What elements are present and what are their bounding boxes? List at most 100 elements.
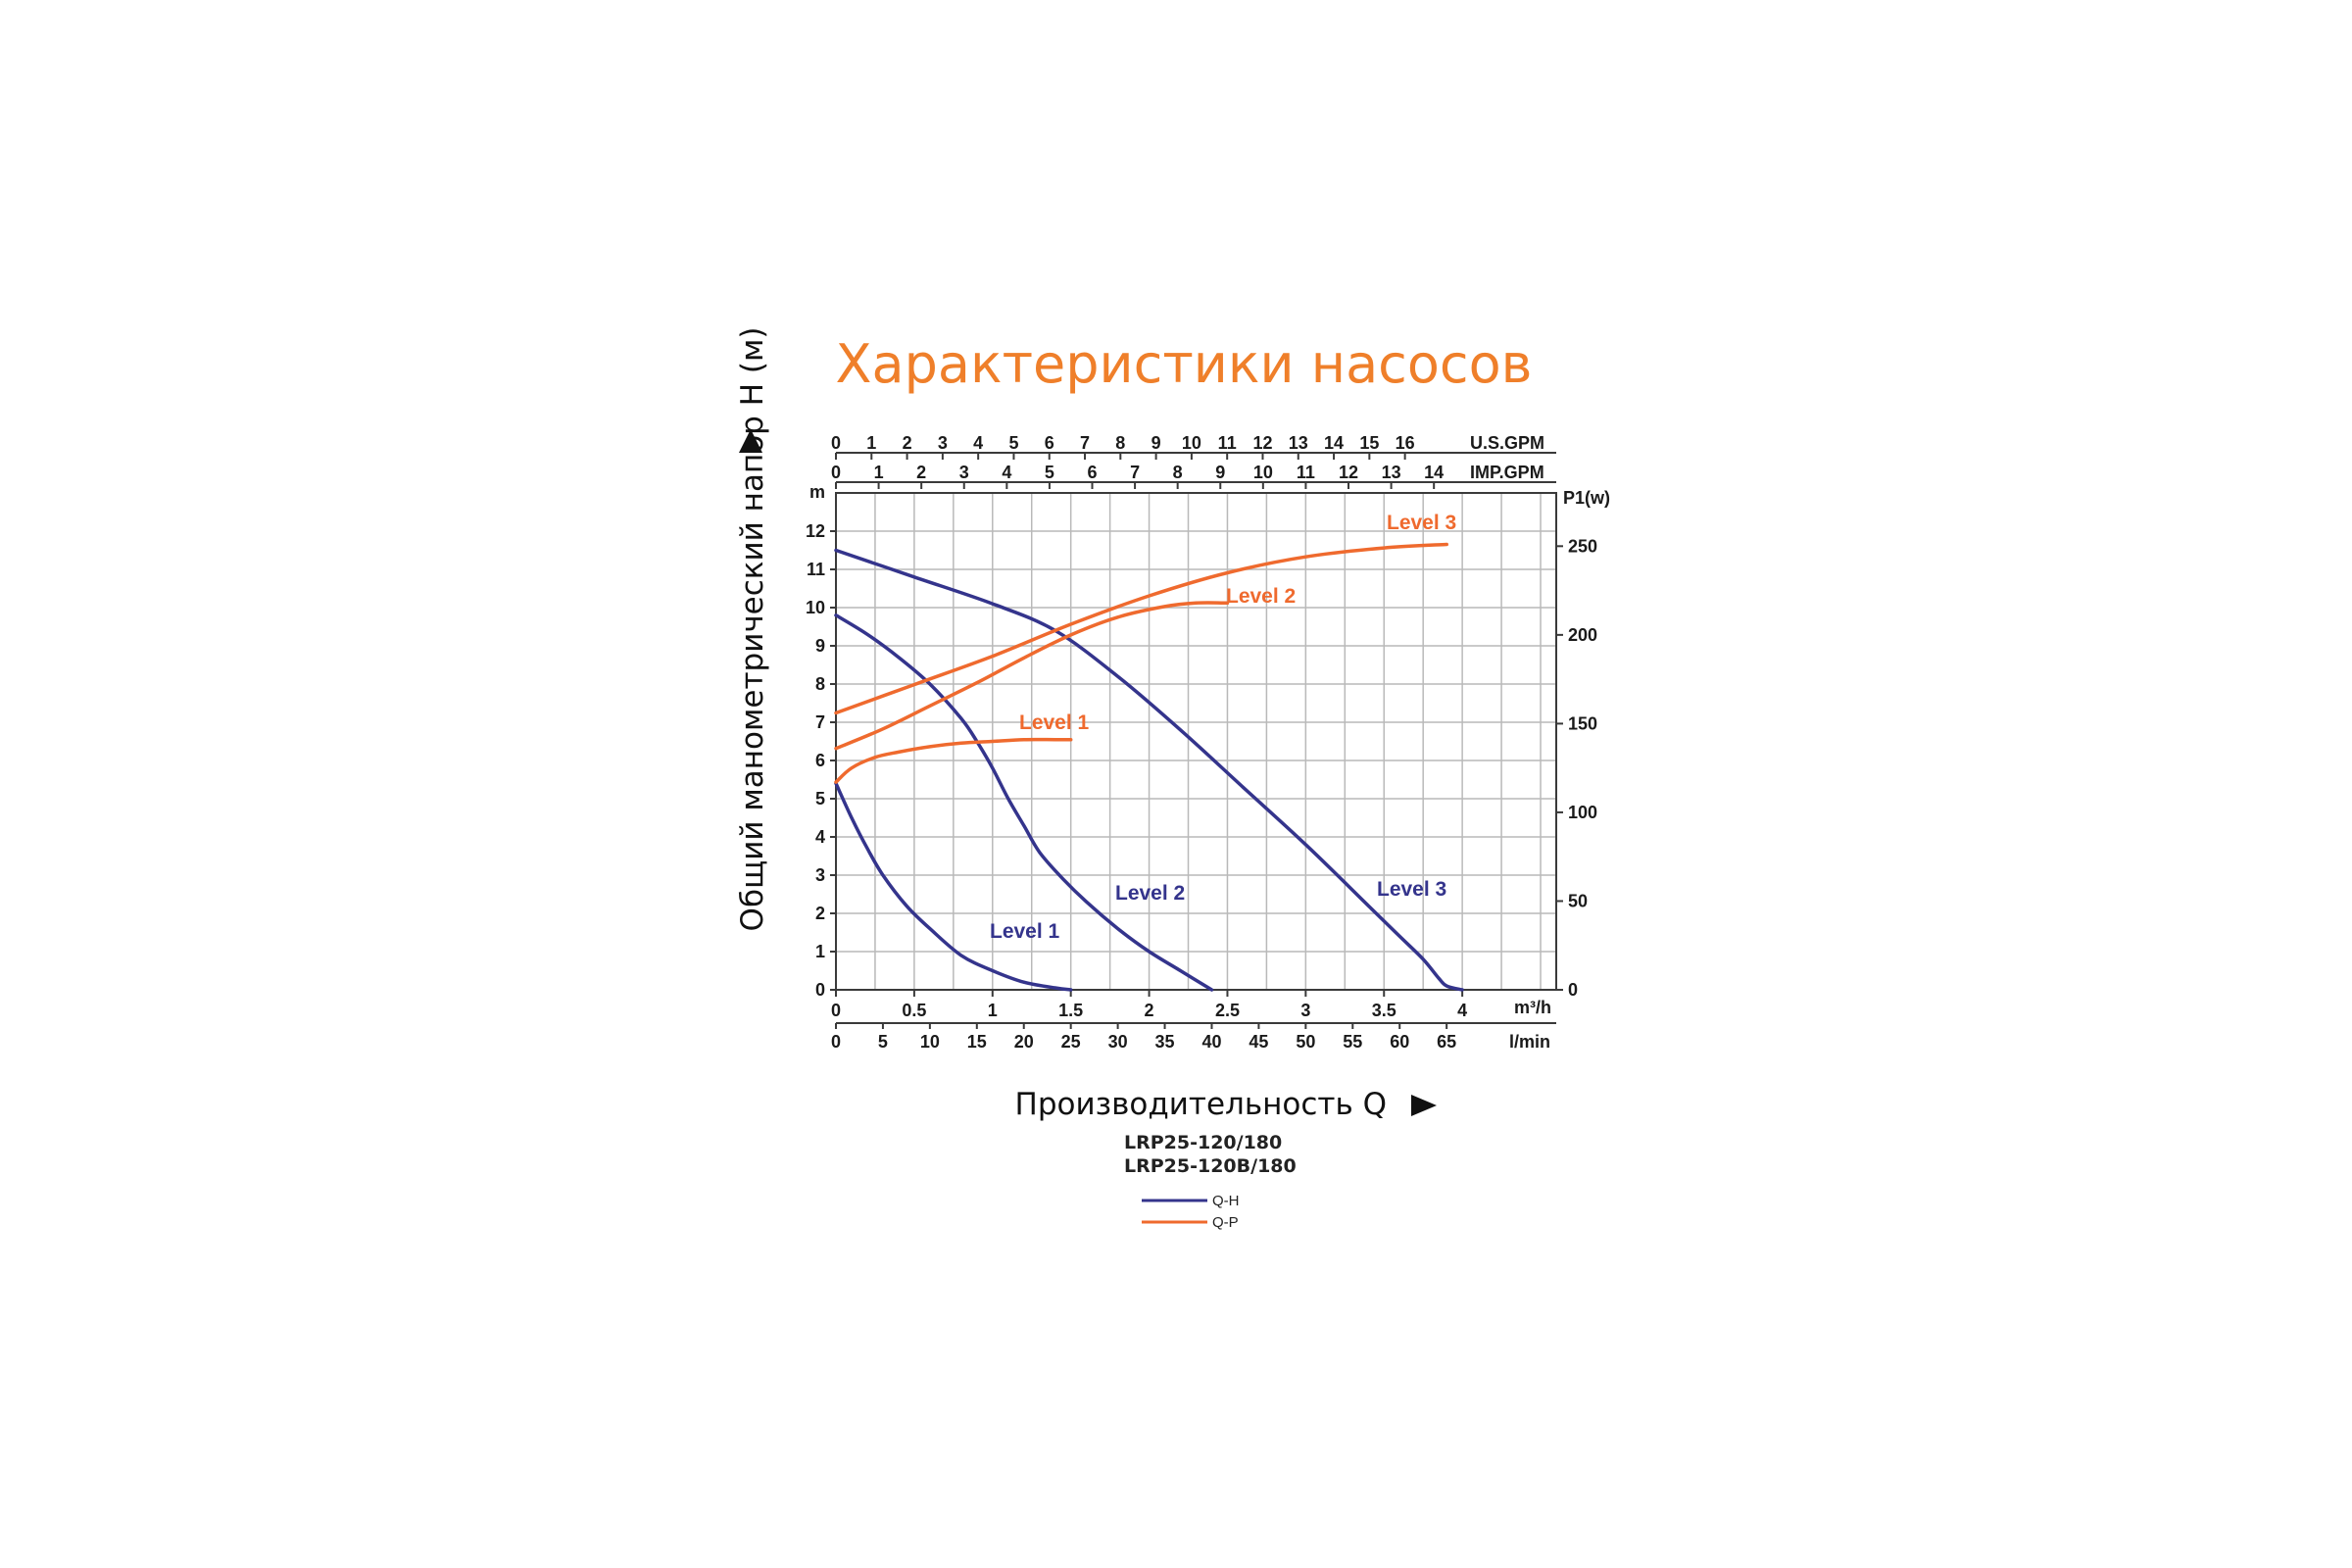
x-m3h-unit-label: m³/h: [1514, 998, 1551, 1017]
y-left-tick-label: 12: [806, 521, 825, 541]
x-m3h-tick-label: 3.5: [1372, 1001, 1396, 1020]
curve-q-h-level-1: [834, 781, 1073, 992]
x-lmin-tick-label: 30: [1108, 1032, 1128, 1052]
curve-labels: Level 1 Level 2 Level 3 Level 1 Level 2 Level…: [990, 512, 1456, 943]
x-lmin-tick-label: 15: [967, 1032, 987, 1052]
curve-label-q-p-level-1: Level 1: [1019, 711, 1090, 734]
y-left-unit-label: m: [809, 482, 825, 502]
x-impgpm-tick-label: 4: [1002, 463, 1011, 482]
y-left-tick-label: 9: [815, 636, 825, 656]
x-impgpm-tick-label: 8: [1173, 463, 1183, 482]
y-left-tick-label: 0: [815, 980, 825, 1000]
y-right-tick-label: 100: [1568, 803, 1597, 822]
curve-q-h-level-3: [834, 548, 1464, 992]
x-m3h-tick-label: 1.5: [1058, 1001, 1083, 1020]
x-m3h-tick-label: 2: [1145, 1001, 1154, 1020]
x-impgpm-tick-label: 1: [874, 463, 884, 482]
chart-curves: [834, 542, 1464, 992]
curve-q-p-level-3: [834, 542, 1448, 715]
x-usgpm-tick-label: 9: [1152, 433, 1161, 453]
x-usgpm-tick-label: 12: [1252, 433, 1272, 453]
y-right-tick-label: 250: [1568, 536, 1597, 556]
x-impgpm-unit-label: IMP.GPM: [1470, 463, 1544, 482]
x-usgpm-tick-label: 7: [1080, 433, 1090, 453]
x-lmin-tick-label: 20: [1014, 1032, 1034, 1052]
x-impgpm-tick-label: 6: [1087, 463, 1097, 482]
y-right-unit-label: P1(w): [1563, 488, 1610, 508]
x-usgpm-tick-label: 1: [866, 433, 876, 453]
y-left-tick-label: 2: [815, 904, 825, 923]
x-usgpm-tick-label: 13: [1289, 433, 1308, 453]
curve-q-p-level-2: [834, 601, 1230, 751]
chart-title: Характеристики насосов: [836, 333, 1533, 395]
model-name-2: LRP25-120B/180: [1124, 1155, 1297, 1177]
x-m3h-tick-label: 0: [831, 1001, 841, 1020]
chart-grid: [836, 493, 1556, 990]
x-impgpm-tick-label: 13: [1382, 463, 1401, 482]
x-lmin-tick-label: 55: [1343, 1032, 1362, 1052]
x-impgpm-tick-label: 0: [831, 463, 841, 482]
y-left-tick-label: 10: [806, 598, 825, 617]
curve-label-q-h-level-3: Level 3: [1377, 878, 1446, 901]
y-left-tick-label: 8: [815, 674, 825, 694]
x-impgpm-tick-label: 2: [916, 463, 926, 482]
x-axis-title: Производительность Q: [1015, 1087, 1387, 1122]
x-usgpm-tick-label: 3: [938, 433, 948, 453]
curve-label-q-h-level-1: Level 1: [990, 920, 1060, 943]
x-axis-arrow-icon: [1411, 1095, 1437, 1116]
x-usgpm-tick-label: 16: [1396, 433, 1415, 453]
x-m3h-tick-label: 1: [988, 1001, 998, 1020]
x-usgpm-tick-label: 6: [1045, 433, 1054, 453]
y-left-tick-label: 6: [815, 751, 825, 770]
y-left-tick-label: 3: [815, 865, 825, 885]
x-impgpm-tick-label: 3: [959, 463, 969, 482]
x-lmin-tick-label: 40: [1201, 1032, 1221, 1052]
x-impgpm-tick-label: 12: [1339, 463, 1358, 482]
x-lmin-tick-label: 5: [878, 1032, 888, 1052]
x-usgpm-tick-label: 14: [1324, 433, 1344, 453]
y-axis-title: Общий манометрический напор H (м): [735, 327, 770, 932]
x-lmin-tick-label: 0: [831, 1032, 841, 1052]
x-lmin-tick-label: 50: [1296, 1032, 1315, 1052]
y-left-tick-label: 7: [815, 712, 825, 732]
x-usgpm-unit-label: U.S.GPM: [1470, 433, 1544, 453]
x-usgpm-tick-label: 4: [973, 433, 983, 453]
x-m3h-tick-label: 4: [1457, 1001, 1467, 1020]
curve-label-q-p-level-3: Level 3: [1387, 512, 1456, 534]
y-left-tick-label: 5: [815, 789, 825, 808]
y-right-tick-label: 0: [1568, 980, 1578, 1000]
x-usgpm-tick-label: 2: [903, 433, 912, 453]
x-m3h-tick-label: 2.5: [1215, 1001, 1240, 1020]
x-m3h-tick-label: 3: [1300, 1001, 1310, 1020]
x-lmin-tick-label: 25: [1061, 1032, 1081, 1052]
x-lmin-tick-label: 35: [1155, 1032, 1175, 1052]
x-lmin-tick-label: 45: [1249, 1032, 1268, 1052]
x-m3h-tick-label: 0.5: [902, 1001, 926, 1020]
x-lmin-tick-label: 60: [1390, 1032, 1409, 1052]
x-lmin-unit-label: l/min: [1509, 1032, 1550, 1052]
x-impgpm-tick-label: 11: [1297, 463, 1315, 482]
y-right-tick-label: 50: [1568, 891, 1588, 910]
x-impgpm-tick-label: 5: [1045, 463, 1054, 482]
model-name-1: LRP25-120/180: [1124, 1132, 1282, 1153]
legend-label-qp: Q-P: [1212, 1214, 1239, 1231]
y-right-tick-label: 200: [1568, 625, 1597, 645]
x-impgpm-tick-label: 7: [1130, 463, 1140, 482]
y-left-tick-label: 11: [807, 560, 825, 579]
x-usgpm-tick-label: 5: [1008, 433, 1018, 453]
curve-label-q-h-level-2: Level 2: [1115, 882, 1185, 905]
x-impgpm-tick-label: 14: [1424, 463, 1444, 482]
curve-label-q-p-level-2: Level 2: [1226, 585, 1296, 608]
x-usgpm-tick-label: 11: [1218, 433, 1237, 453]
plot-frame: [835, 492, 1557, 991]
x-lmin-tick-label: 10: [920, 1032, 940, 1052]
x-lmin-tick-label: 65: [1437, 1032, 1456, 1052]
curve-q-p-level-1: [834, 737, 1073, 784]
legend: Q-H Q-P: [1142, 1193, 1240, 1231]
y-axis-arrow-icon: [739, 429, 762, 453]
x-usgpm-tick-label: 8: [1115, 433, 1125, 453]
x-impgpm-tick-label: 10: [1253, 463, 1273, 482]
x-usgpm-tick-label: 10: [1182, 433, 1201, 453]
legend-label-qh: Q-H: [1212, 1193, 1240, 1209]
